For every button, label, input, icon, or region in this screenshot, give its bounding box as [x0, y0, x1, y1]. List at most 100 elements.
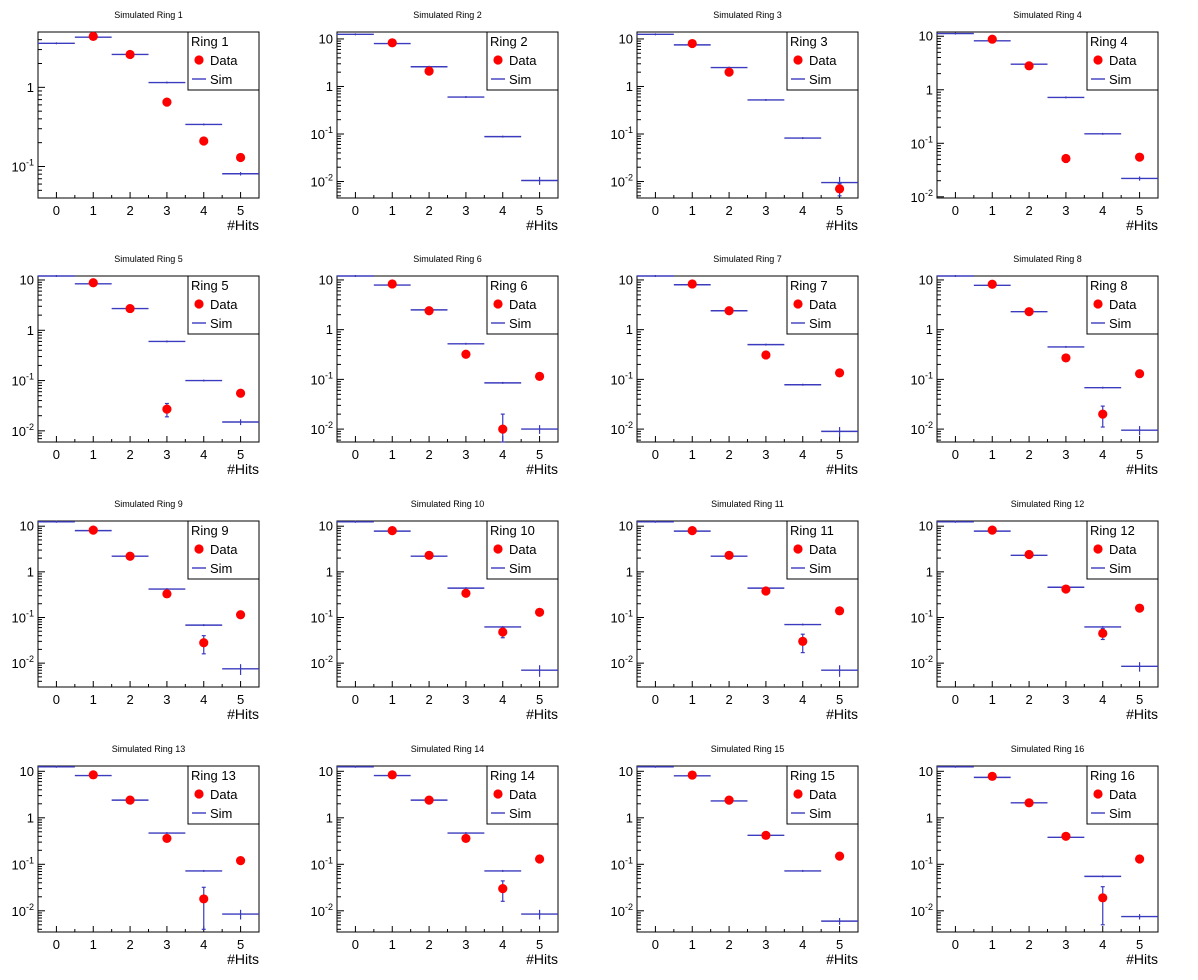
data-point-3 [162, 589, 172, 599]
legend-sim-label: Sim [509, 72, 531, 87]
x-tick-label: 1 [90, 692, 97, 707]
x-tick-label: 0 [352, 937, 359, 952]
legend-data-marker [793, 789, 803, 799]
x-tick-label: 2 [126, 447, 133, 462]
data-point-4 [1098, 409, 1108, 419]
x-tick-label: 0 [53, 937, 60, 952]
y-tick-label: 1 [926, 564, 933, 579]
y-tick-exponent: -2 [625, 902, 633, 912]
x-axis-title: #Hits [826, 461, 858, 477]
x-tick-label: 5 [536, 692, 543, 707]
data-point-3 [761, 830, 771, 840]
y-tick-exponent: -2 [325, 420, 333, 430]
x-tick-label: 1 [90, 203, 97, 218]
y-tick-label: 10 [919, 519, 933, 534]
legend-sim-label: Sim [210, 316, 232, 331]
panel-title: Simulated Ring 15 [711, 744, 785, 754]
legend-data-marker [493, 544, 503, 554]
y-tick-label: 10 [611, 372, 625, 387]
data-point-1 [88, 525, 98, 535]
x-tick-label: 2 [725, 447, 732, 462]
y-tick-label: 10 [619, 272, 633, 287]
data-point-5 [235, 152, 246, 163]
legend-sim-label: Sim [509, 561, 531, 576]
data-point-2 [424, 66, 434, 76]
panel-1: Simulated Ring 1 0 1 2 3 4 5#Hits 10 -1 1 Ring 1 Da… [12, 10, 260, 233]
y-tick-exponent: -1 [325, 608, 333, 618]
data-point-5 [534, 371, 545, 381]
y-tick-label: 10 [319, 272, 333, 287]
data-point-4 [1098, 628, 1108, 638]
panel-title: Simulated Ring 7 [713, 254, 782, 264]
x-tick-label: 5 [536, 937, 543, 952]
x-axis-title: #Hits [526, 706, 558, 722]
y-tick-label: 1 [926, 810, 933, 825]
x-tick-label: 3 [1062, 447, 1069, 462]
x-tick-label: 3 [163, 692, 170, 707]
data-point-2 [724, 795, 734, 805]
legend-data-label: Data [210, 542, 238, 557]
data-point-2 [125, 303, 135, 314]
x-tick-label: 0 [952, 692, 959, 707]
x-tick-label: 4 [1099, 203, 1106, 218]
legend-data-label: Data [509, 53, 537, 68]
data-point-3 [162, 97, 172, 107]
legend-title: Ring 8 [1090, 278, 1128, 293]
panel-title: Simulated Ring 13 [112, 744, 186, 754]
x-tick-label: 1 [90, 937, 97, 952]
x-tick-label: 4 [200, 447, 207, 462]
x-tick-label: 5 [237, 447, 244, 462]
x-axis-title: #Hits [227, 951, 259, 967]
data-point-3 [162, 404, 172, 414]
y-tick-label: 10 [12, 159, 26, 174]
legend-data-marker [194, 544, 204, 554]
panel-title: Simulated Ring 14 [411, 744, 485, 754]
legend-data-marker [793, 55, 803, 65]
x-axis-title: #Hits [1126, 706, 1158, 722]
data-point-2 [724, 306, 734, 316]
x-axis-title: #Hits [227, 706, 259, 722]
x-tick-label: 3 [462, 937, 469, 952]
data-point-5 [235, 388, 246, 398]
data-point-1 [687, 38, 697, 49]
y-tick-label: 10 [911, 904, 925, 919]
y-tick-label: 10 [20, 519, 34, 534]
data-point-5 [534, 854, 545, 864]
x-tick-label: 2 [425, 692, 432, 707]
y-tick-exponent: -2 [325, 902, 333, 912]
x-axis-title: #Hits [1126, 217, 1158, 233]
data-point-1 [88, 31, 98, 41]
y-tick-label: 10 [911, 610, 925, 625]
data-point-2 [1024, 798, 1034, 808]
panel-title: Simulated Ring 1 [114, 10, 183, 20]
x-axis-title: #Hits [1126, 461, 1158, 477]
x-tick-label: 2 [725, 203, 732, 218]
y-tick-label: 10 [611, 857, 625, 872]
x-tick-label: 1 [389, 692, 396, 707]
y-tick-label: 10 [919, 29, 933, 44]
x-tick-label: 4 [499, 937, 506, 952]
y-tick-label: 10 [311, 904, 325, 919]
x-tick-label: 5 [1136, 937, 1143, 952]
x-tick-label: 5 [1136, 692, 1143, 707]
x-tick-label: 5 [237, 692, 244, 707]
x-tick-label: 3 [762, 937, 769, 952]
x-tick-label: 4 [200, 937, 207, 952]
y-tick-label: 10 [12, 857, 26, 872]
x-tick-label: 0 [652, 937, 659, 952]
y-tick-label: 1 [326, 79, 333, 94]
x-tick-label: 1 [389, 937, 396, 952]
panel-title: Simulated Ring 11 [711, 499, 784, 509]
y-tick-label: 10 [311, 175, 325, 190]
legend-data-label: Data [1109, 53, 1137, 68]
x-tick-label: 3 [1062, 203, 1069, 218]
legend-data-marker [1093, 299, 1103, 309]
x-tick-label: 0 [952, 447, 959, 462]
data-point-5 [834, 851, 845, 861]
data-point-1 [987, 34, 997, 44]
x-axis-title: #Hits [526, 951, 558, 967]
